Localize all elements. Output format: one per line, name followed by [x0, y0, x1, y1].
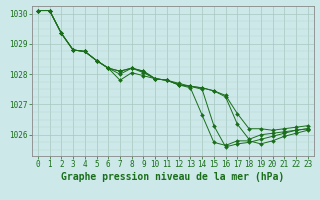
X-axis label: Graphe pression niveau de la mer (hPa): Graphe pression niveau de la mer (hPa) — [61, 172, 284, 182]
